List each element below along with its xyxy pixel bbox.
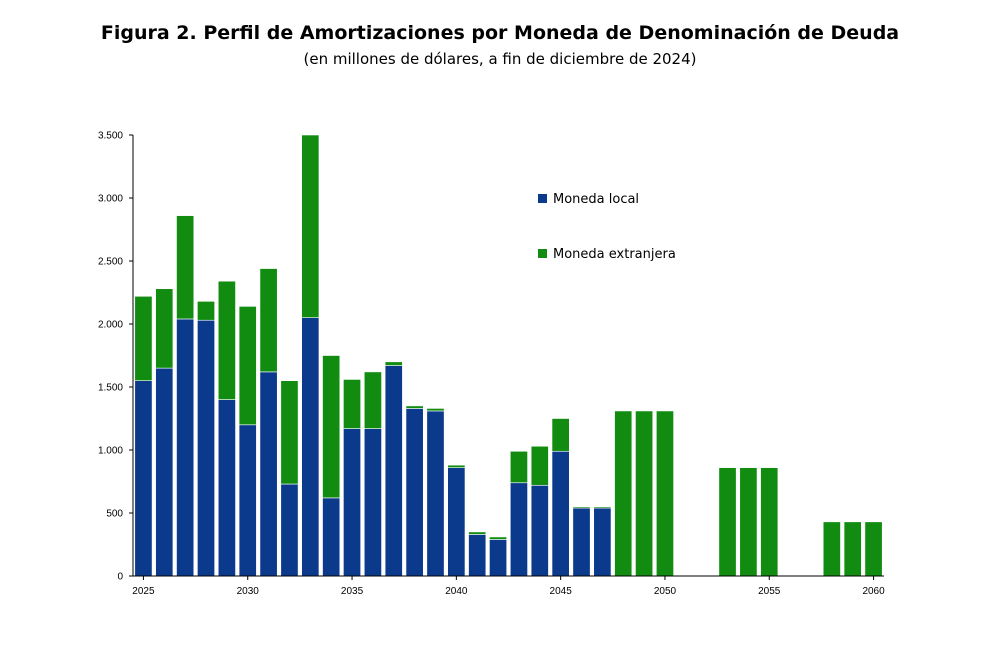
bar-extranjera-2050 <box>655 410 674 577</box>
x-axis-ticks: 2025 2030 2035 2040 2045 2050 2055 2060 <box>132 576 885 597</box>
legend-swatch-local <box>538 194 547 203</box>
bar-local-2027 <box>176 318 195 577</box>
bar-extranjera-2055 <box>760 467 779 577</box>
x-tick-label: 2055 <box>758 586 781 597</box>
bar-extranjera-2060 <box>864 521 883 577</box>
legend-label-local: Moneda local <box>553 192 639 207</box>
bars-layer <box>134 134 883 577</box>
x-tick-label: 2035 <box>341 586 364 597</box>
bar-extranjera-2040 <box>447 464 466 468</box>
legend: Moneda local Moneda extranjera <box>538 192 676 262</box>
y-tick-label: 2.500 <box>98 257 123 268</box>
bar-extranjera-2041 <box>468 531 487 535</box>
bar-extranjera-2039 <box>426 408 445 412</box>
bar-local-2031 <box>259 371 278 577</box>
bar-extranjera-2031 <box>259 268 278 373</box>
bar-local-2032 <box>280 483 299 577</box>
bar-local-2026 <box>155 367 174 577</box>
x-tick-label: 2040 <box>445 586 468 597</box>
legend-label-extranjera: Moneda extranjera <box>553 247 676 262</box>
bar-local-2034 <box>322 497 341 577</box>
bar-extranjera-2053 <box>718 467 737 577</box>
y-axis-ticks: 0 500 1.000 1.500 2.000 2.500 3.000 3.500 <box>98 131 133 583</box>
bar-local-2038 <box>405 408 424 577</box>
bar-local-2043 <box>509 482 528 577</box>
y-tick-label: 2.000 <box>98 320 123 331</box>
y-tick-label: 500 <box>106 509 123 520</box>
bar-extranjera-2046 <box>572 506 591 509</box>
x-tick-label: 2060 <box>862 586 885 597</box>
bar-extranjera-2030 <box>238 306 257 426</box>
bar-extranjera-2026 <box>155 288 174 369</box>
bar-local-2030 <box>238 424 257 577</box>
bar-extranjera-2025 <box>134 295 153 381</box>
y-tick-label: 1.000 <box>98 446 123 457</box>
bar-local-2037 <box>384 365 403 577</box>
chart-subtitle: (en millones de dólares, a fin de diciem… <box>303 50 697 68</box>
bar-local-2041 <box>468 534 487 577</box>
legend-swatch-extranjera <box>538 249 547 258</box>
bar-extranjera-2033 <box>301 134 320 318</box>
bar-extranjera-2059 <box>843 521 862 577</box>
bar-local-2033 <box>301 317 320 577</box>
y-tick-label: 3.000 <box>98 194 123 205</box>
bar-local-2025 <box>134 380 153 577</box>
x-tick-label: 2045 <box>550 586 573 597</box>
x-tick-label: 2050 <box>654 586 677 597</box>
bar-local-2042 <box>489 539 508 577</box>
x-tick-label: 2025 <box>132 586 155 597</box>
chart-title: Figura 2. Perfil de Amortizaciones por M… <box>100 22 900 44</box>
bar-local-2045 <box>551 450 570 577</box>
y-tick-label: 0 <box>117 572 123 583</box>
bar-extranjera-2027 <box>176 215 195 320</box>
bar-extranjera-2047 <box>593 506 612 509</box>
bar-extranjera-2028 <box>197 301 215 321</box>
bar-extranjera-2048 <box>614 410 633 577</box>
bar-local-2044 <box>530 484 549 577</box>
bar-local-2036 <box>363 428 382 577</box>
bar-extranjera-2045 <box>551 418 570 452</box>
bar-local-2035 <box>343 428 361 577</box>
bar-local-2039 <box>426 410 445 577</box>
bar-local-2028 <box>197 319 215 577</box>
bar-local-2046 <box>572 507 591 577</box>
bar-extranjera-2037 <box>384 361 403 366</box>
bar-extranjera-2036 <box>363 371 382 429</box>
x-tick-label: 2030 <box>237 586 260 597</box>
bar-extranjera-2038 <box>405 405 424 409</box>
y-tick-label: 3.500 <box>98 131 123 142</box>
bar-extranjera-2043 <box>509 450 528 484</box>
bar-extranjera-2042 <box>489 536 508 540</box>
bar-local-2047 <box>593 507 612 577</box>
bar-extranjera-2044 <box>530 445 549 486</box>
bar-extranjera-2058 <box>822 521 841 577</box>
bar-extranjera-2049 <box>635 410 654 577</box>
bar-extranjera-2034 <box>322 355 341 499</box>
bar-local-2040 <box>447 467 466 577</box>
bar-local-2029 <box>217 399 236 577</box>
y-tick-label: 1.500 <box>98 383 123 394</box>
bar-extranjera-2035 <box>343 379 361 429</box>
bar-extranjera-2054 <box>739 467 758 577</box>
bar-extranjera-2029 <box>217 280 236 400</box>
bar-extranjera-2032 <box>280 380 299 485</box>
